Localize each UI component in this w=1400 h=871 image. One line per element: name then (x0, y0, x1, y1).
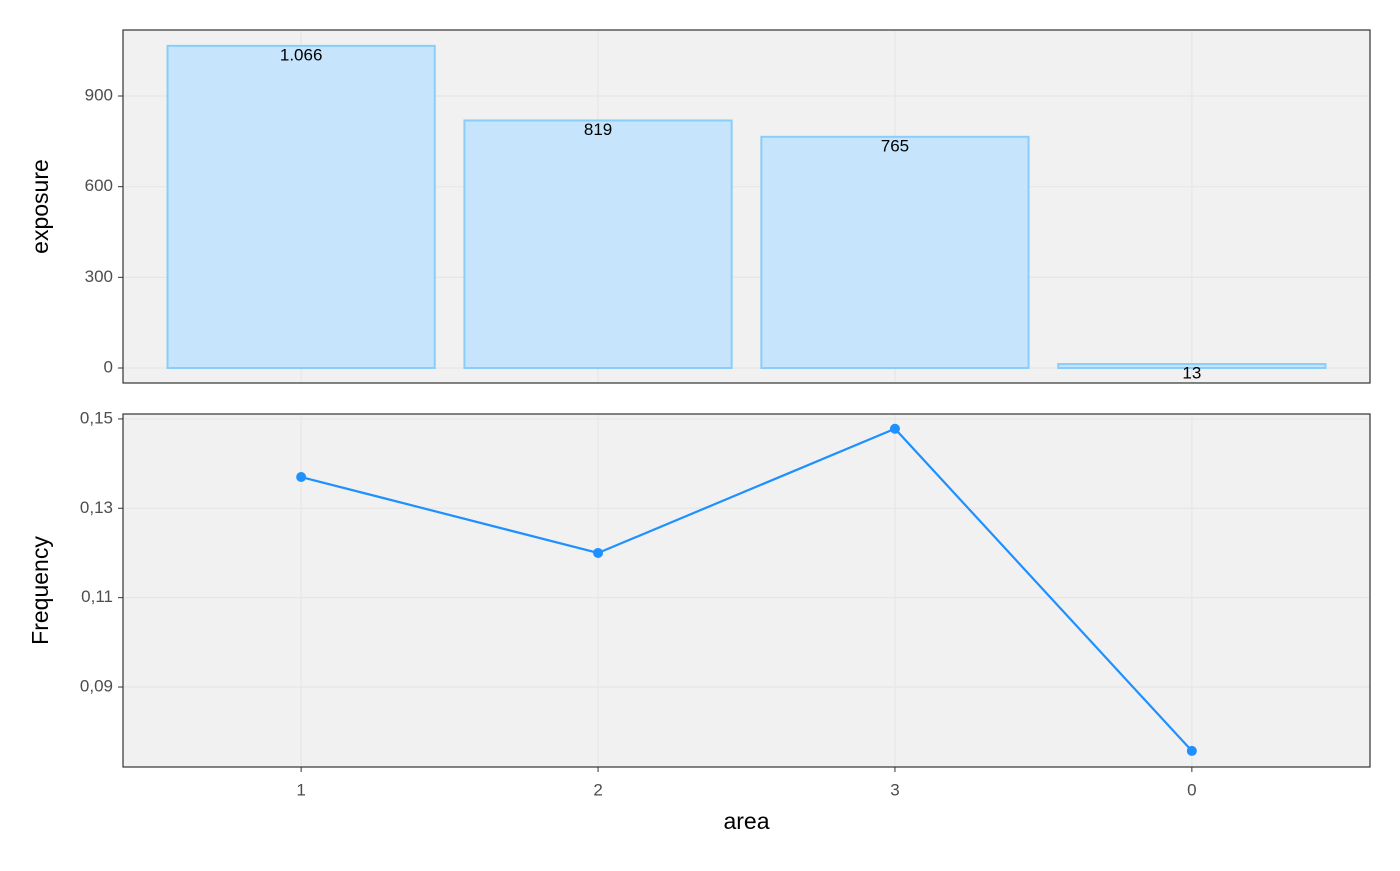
value-label: 819 (584, 120, 612, 139)
bar (760, 135, 1030, 370)
y-tick-label: 300 (85, 267, 113, 286)
y-tick-label: 0,11 (81, 587, 113, 606)
x-tick-label: 2 (593, 780, 602, 799)
point (593, 547, 604, 558)
x-tick-label: 1 (296, 780, 305, 799)
point (889, 423, 900, 434)
y-tick-label: 0,13 (80, 498, 113, 517)
x-axis-label: area (723, 808, 769, 834)
y-axis-label: Frequency (27, 536, 53, 645)
panel-border (122, 413, 1371, 768)
x-tick-label: 3 (890, 780, 899, 799)
panel-border (122, 29, 1371, 384)
panel-background (123, 414, 1370, 767)
x-tick-label: 0 (1187, 780, 1196, 799)
bar (166, 44, 436, 370)
bar (1057, 363, 1327, 370)
bar (463, 119, 733, 370)
point (1186, 745, 1197, 756)
y-axis-label: exposure (27, 159, 53, 254)
value-label: 13 (1182, 364, 1201, 383)
line (300, 427, 1193, 752)
y-tick-label: 600 (85, 176, 113, 195)
point (296, 472, 307, 483)
y-tick-label: 0,09 (80, 677, 113, 696)
value-label: 1.066 (280, 45, 323, 64)
value-label: 765 (881, 136, 909, 155)
y-tick-label: 0 (104, 357, 113, 376)
y-tick-label: 900 (85, 85, 113, 104)
y-tick-label: 0,15 (80, 408, 113, 427)
